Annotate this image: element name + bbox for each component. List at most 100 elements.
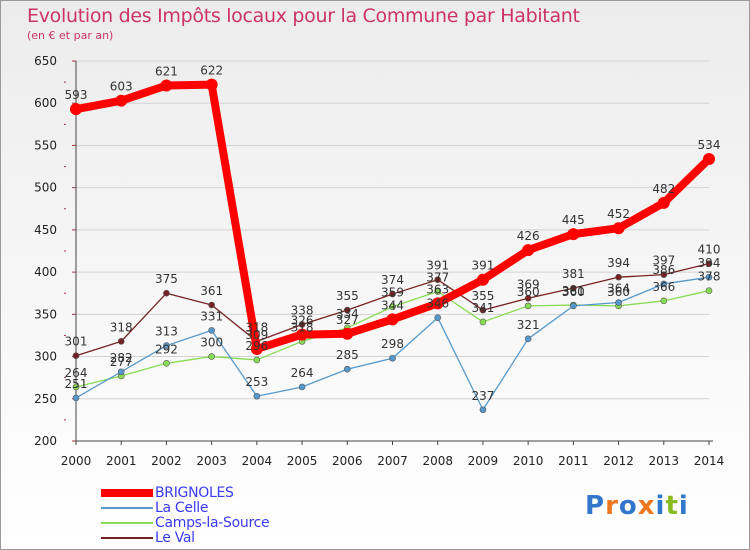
data-label-camps-la-source: 366 [652,280,675,294]
data-label-le-val: 361 [200,284,223,298]
data-point-la-celle [660,280,668,288]
data-label-brignoles: 326 [291,314,314,328]
x-tick-label: 2007 [377,454,408,468]
data-label-camps-la-source: 361 [562,284,585,298]
y-tick-label: 650 [34,54,57,68]
data-label-la-celle: 346 [426,297,449,311]
data-point-brignoles [657,196,670,209]
data-point-le-val [163,289,170,297]
x-tick-label: 2000 [61,454,92,468]
data-point-brignoles [205,78,218,91]
legend-swatch-le-val [101,537,153,539]
data-label-brignoles: 445 [562,213,585,227]
x-tick-label: 2003 [196,454,227,468]
data-label-camps-la-source: 318 [291,320,314,334]
proxiti-logo: Proxiti [585,491,689,521]
data-label-brignoles: 621 [155,64,178,78]
data-label-le-val: 318 [245,320,268,334]
data-label-camps-la-source: 292 [155,342,178,356]
data-point-la-celle [570,302,577,310]
data-label-brignoles: 309 [245,328,268,342]
logo-letter: P [585,491,606,521]
data-point-brignoles [522,244,535,257]
data-label-la-celle: 298 [381,337,404,351]
data-label-la-celle: 285 [336,348,359,362]
data-label-le-val: 338 [291,303,314,317]
data-point-la-celle [163,342,170,349]
data-point-camps-la-source [524,302,532,310]
data-label-la-celle: 253 [245,375,268,389]
data-label-le-val: 381 [562,267,585,281]
chart-subtitle: (en € et par an) [27,29,114,42]
legend-swatch-brignoles [101,489,153,497]
data-label-la-celle: 331 [200,309,223,323]
data-point-la-celle [479,406,487,414]
x-tick-label: 2004 [242,454,273,468]
data-point-brignoles [70,103,82,116]
x-tick-label: 2009 [468,454,499,468]
data-point-la-celle [524,335,532,343]
data-label-camps-la-source: 359 [381,286,404,300]
data-point-brignoles [386,313,399,326]
y-tick-label: 500 [34,181,57,195]
y-tick-label: 250 [34,392,57,406]
logo-letter: i [678,491,689,521]
data-label-le-val: 369 [517,277,540,291]
data-point-le-val [705,260,713,267]
data-label-camps-la-source: 360 [517,285,540,299]
data-label-la-celle: 264 [291,366,314,380]
data-label-camps-la-source: 378 [698,270,721,284]
data-label-brignoles: 622 [200,64,223,78]
data-label-le-val: 410 [698,243,721,257]
data-label-brignoles: 426 [517,229,540,243]
chart-title: Evolution des Impôts locaux pour la Comm… [27,5,580,27]
legend-label-brignoles: BRIGNOLES [155,485,234,501]
data-point-le-val [343,306,351,314]
data-point-camps-la-source [434,288,442,295]
data-point-le-val [389,290,396,298]
x-tick-label: 2011 [558,454,589,468]
data-point-brignoles [476,273,489,286]
series-layer [70,78,715,414]
data-point-le-val [117,338,125,345]
data-label-la-celle: 394 [698,256,721,270]
data-point-camps-la-source [389,303,396,311]
data-label-la-celle: 386 [652,263,675,277]
data-point-la-celle [253,392,261,400]
data-label-la-celle: 313 [155,325,178,339]
data-point-camps-la-source [705,287,713,294]
data-label-le-val: 397 [652,254,675,268]
x-tick-label: 2013 [649,454,680,468]
axis-layer: 200 250 300 350 400 450 500 550 600 650 2000 2001 20… [34,54,724,468]
data-point-la-celle [298,383,306,391]
data-label-le-val: 355 [471,289,494,303]
data-label-camps-la-source: 334 [336,307,359,321]
data-point-brignoles [612,222,625,235]
data-label-la-celle: 251 [65,377,88,391]
data-point-brignoles [160,79,173,92]
data-label-brignoles: 534 [698,138,721,152]
y-tick-label: 600 [34,96,57,110]
data-point-la-celle [434,314,442,322]
y-tick-label: 350 [34,307,57,321]
x-tick-label: 2002 [151,454,182,468]
data-label-brignoles: 327 [336,313,359,327]
data-point-le-val [298,321,306,328]
data-label-le-val: 301 [65,335,88,349]
data-point-le-val [524,294,532,302]
logo-letter: r [605,491,619,521]
data-point-le-val [479,306,487,314]
data-label-le-val: 318 [110,320,133,334]
data-label-brignoles: 363 [426,282,449,296]
data-point-le-val [660,271,668,278]
data-point-camps-la-source [479,318,487,326]
x-tick-label: 2010 [513,454,544,468]
data-label-brignoles: 344 [381,298,404,312]
data-label-la-celle: 282 [110,351,133,365]
data-point-la-celle [389,354,396,362]
data-label-le-val: 394 [607,256,630,270]
data-point-camps-la-source [253,356,261,364]
data-label-camps-la-source: 277 [110,355,133,369]
